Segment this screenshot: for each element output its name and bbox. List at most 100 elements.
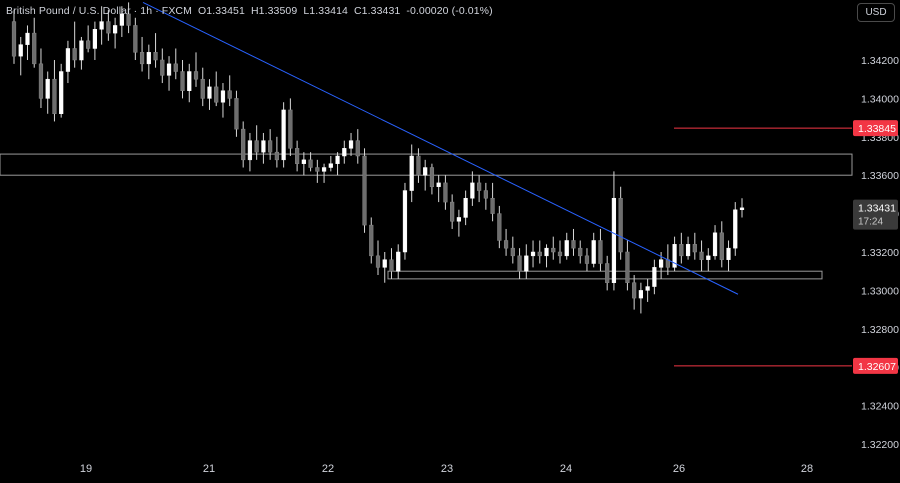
candle [86, 25, 91, 53]
candle [402, 182, 408, 260]
x-tick-label: 26 [673, 463, 685, 475]
low-label: L [303, 5, 310, 17]
candle [247, 132, 253, 172]
candle [113, 17, 118, 49]
candle [355, 129, 360, 164]
candle-body [396, 251, 401, 272]
candle [139, 36, 145, 72]
candle-body [510, 247, 515, 257]
candle-body [166, 63, 172, 76]
candle-body [739, 207, 745, 211]
candle [18, 36, 23, 76]
candle [193, 52, 199, 87]
y-tick-label: 1.33200 [861, 247, 899, 259]
candle-body [557, 251, 563, 257]
candle [389, 248, 394, 279]
candle-body [315, 167, 320, 172]
candle-body [133, 25, 138, 53]
candle-body [180, 71, 185, 91]
currency-button[interactable]: USD [857, 3, 895, 22]
candle-body [605, 263, 610, 283]
candle [187, 63, 192, 103]
candle-body [726, 247, 731, 260]
candle-body [328, 163, 333, 168]
candle [72, 21, 77, 68]
candle-body [389, 259, 394, 272]
candle-body [146, 52, 151, 65]
candle [25, 25, 30, 60]
candle [92, 21, 97, 60]
candle-body [25, 32, 30, 45]
candle [119, 6, 124, 37]
candle-body [618, 197, 623, 253]
candle [638, 282, 643, 314]
candle-body [160, 59, 165, 76]
candle-body [173, 63, 178, 72]
candle-body [45, 78, 50, 99]
candle [692, 232, 697, 260]
candle [645, 278, 650, 302]
candle [160, 48, 165, 84]
candle [443, 175, 448, 210]
candle [106, 10, 111, 41]
candle [584, 248, 590, 272]
candle [470, 171, 475, 206]
candle-body [436, 182, 441, 187]
candle-body [591, 240, 596, 264]
close-label: C [353, 5, 362, 17]
candle-body [92, 29, 97, 49]
candle [423, 159, 428, 191]
candle-body [598, 240, 603, 264]
candle-body [503, 240, 509, 249]
horizontal-levels [674, 127, 852, 367]
candle-body [187, 71, 192, 91]
candle [652, 259, 657, 295]
candle-body [139, 52, 145, 65]
candle-body [268, 140, 273, 153]
candle-body [584, 255, 590, 264]
candle-body [362, 155, 367, 226]
candle-body [706, 255, 711, 260]
level-price-tag [853, 357, 898, 374]
candle-body [578, 247, 583, 257]
candle [328, 156, 333, 172]
candle-body [86, 40, 91, 49]
candle [254, 125, 259, 160]
candle-body [11, 21, 17, 57]
candle-body [611, 197, 617, 283]
candle-body [355, 140, 360, 157]
candle-body [483, 190, 488, 199]
candle-body [685, 244, 691, 257]
candle-body [692, 244, 697, 253]
candle-body [214, 86, 219, 103]
trendline [142, 1, 739, 295]
candle [65, 40, 71, 84]
candle-body [429, 167, 435, 187]
candle-body [342, 148, 347, 157]
candle [348, 132, 354, 156]
candle-body [517, 255, 522, 272]
time-axis: 19 21 22 23 24 26 28 [80, 463, 813, 475]
y-tick-label: 1.34000 [861, 93, 899, 105]
candle [712, 225, 718, 260]
candle [59, 63, 64, 118]
candle [375, 240, 381, 276]
x-tick-label: 28 [801, 463, 813, 475]
x-tick-label: 19 [80, 463, 92, 475]
candle-body [220, 90, 226, 103]
candle [214, 71, 219, 107]
candle [591, 232, 596, 268]
candle-body [207, 86, 212, 99]
candle [672, 236, 677, 272]
candle [396, 244, 401, 279]
candle [362, 148, 367, 233]
candle-body [551, 247, 556, 253]
candle-body [234, 98, 239, 130]
candle [301, 152, 306, 176]
y-tick-label: 1.33000 [861, 285, 899, 297]
candle [220, 83, 226, 118]
candle [207, 79, 212, 110]
candle [79, 36, 84, 70]
candle-body [382, 259, 387, 268]
